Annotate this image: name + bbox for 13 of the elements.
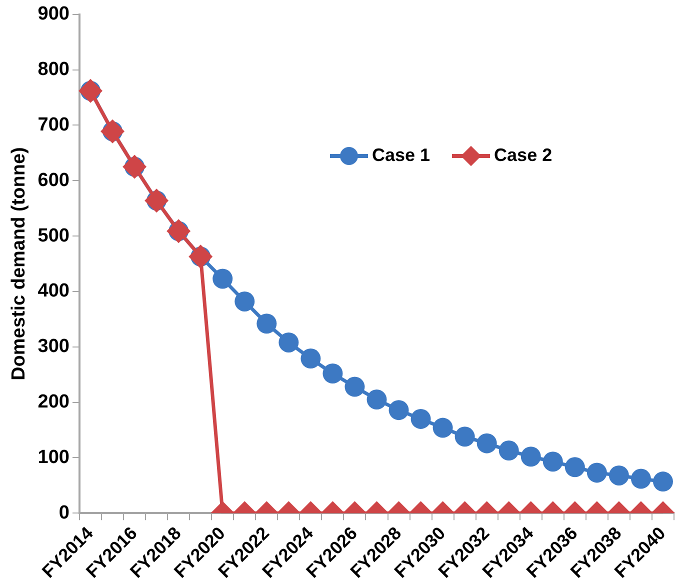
y-tick-label: 900 — [38, 4, 70, 25]
y-tick-label: 300 — [38, 336, 70, 358]
y-tick-label: 200 — [38, 392, 70, 413]
y-tick-label: 600 — [38, 170, 70, 191]
y-tick-label: 500 — [38, 225, 70, 246]
legend-label: Case 2 — [494, 145, 552, 166]
legend-label: Case 1 — [372, 145, 430, 166]
y-tick-label: 0 — [58, 502, 70, 524]
y-tick-label: 400 — [38, 280, 70, 302]
y-axis-title: Domestic demand (tonne) — [8, 147, 30, 380]
y-tick-label: 800 — [38, 59, 70, 80]
y-tick-label: 100 — [38, 446, 70, 468]
y-tick-label: 700 — [38, 114, 70, 136]
